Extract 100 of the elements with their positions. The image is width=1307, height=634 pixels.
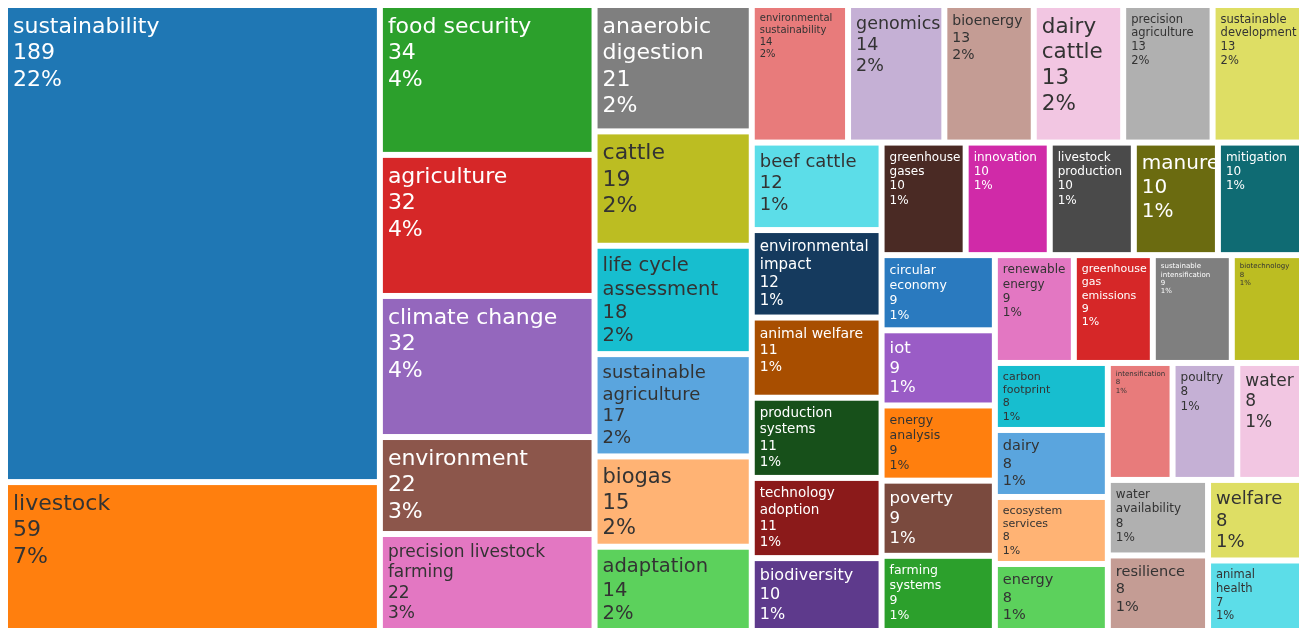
data-label: 18 <box>602 300 628 324</box>
category-label: manure <box>1141 149 1220 174</box>
data-label: 10 <box>889 178 905 193</box>
category-label: precision livestock farming <box>387 541 546 582</box>
data-label: 12 <box>759 171 783 193</box>
text: 1% <box>759 533 782 550</box>
data-label: 8 <box>1115 580 1126 597</box>
category-label: iot <box>889 337 912 357</box>
category-label: energy analysis <box>889 411 941 442</box>
category-label: greenhouse gases <box>889 149 961 178</box>
data-label: 9 <box>889 291 898 307</box>
data-label: 8 <box>1002 454 1013 471</box>
data-label: 8 <box>1180 384 1189 399</box>
data-label: 8 <box>1245 390 1257 411</box>
data-label: 9 <box>889 592 898 608</box>
data-label: 17 <box>602 404 626 426</box>
category-label: agriculture <box>387 162 508 188</box>
data-label: 8 <box>1216 508 1228 530</box>
category-label: poultry <box>1180 369 1224 384</box>
data-label: 13 <box>1131 39 1146 54</box>
category-label: anaerobic digestion <box>602 13 712 65</box>
data-label: 15 <box>602 489 630 514</box>
text: 1% <box>1216 530 1245 552</box>
category-label: livestock production <box>1057 149 1123 178</box>
data-label: 8 <box>1002 588 1013 605</box>
data-label: 22 <box>387 581 410 602</box>
text: 1% <box>973 178 993 193</box>
category-label: energy <box>1002 571 1054 588</box>
data-label: 10 <box>1141 173 1168 198</box>
data-label: 10 <box>1057 178 1074 193</box>
category-label: biodiversity <box>759 565 854 585</box>
text: 1% <box>1115 597 1139 614</box>
data-label: 9 <box>1002 290 1011 305</box>
category-label: animal health <box>1216 567 1256 595</box>
text: 1% <box>889 306 910 322</box>
text: 1% <box>1180 398 1200 413</box>
text: 2% <box>602 601 634 625</box>
category-label: sustainability <box>13 13 160 38</box>
category-label: ecosystem services <box>1002 503 1063 531</box>
category-label: biogas <box>602 464 672 489</box>
text: 2% <box>602 192 638 218</box>
data-label: 10 <box>759 584 781 604</box>
category-label: adaptation <box>602 554 709 578</box>
category-label: poverty <box>889 488 954 508</box>
text: 1% <box>1225 178 1245 193</box>
text: 1% <box>759 358 782 375</box>
text: 1% <box>889 607 910 623</box>
data-label: 7 <box>1216 594 1224 609</box>
data-label: 13 <box>952 28 971 45</box>
category-label: environmental impact <box>759 237 869 274</box>
data-label: 34 <box>387 39 416 65</box>
data-label: 9 <box>889 357 901 377</box>
data-label: 13 <box>1041 64 1070 90</box>
text: 2% <box>602 323 634 347</box>
text: 1% <box>1002 409 1021 423</box>
data-label: 8 <box>1002 396 1010 410</box>
text: 1% <box>1057 192 1077 207</box>
category-label: life cycle assessment <box>602 253 719 300</box>
data-label: 10 <box>1225 163 1242 178</box>
data-label: 59 <box>13 516 41 542</box>
data-label: 21 <box>602 65 631 91</box>
text: 4% <box>387 215 423 241</box>
data-label: 8 <box>1115 515 1124 530</box>
data-label: 9 <box>889 441 898 457</box>
category-label: sustainable development <box>1220 11 1297 40</box>
category-label: environmental sustainability <box>759 12 833 35</box>
text: 2% <box>1041 89 1076 115</box>
category-label: production systems <box>759 404 833 437</box>
text: 1% <box>1002 472 1026 489</box>
text: 1% <box>1245 410 1273 431</box>
category-label: cattle <box>602 139 666 165</box>
text: 2% <box>602 92 638 118</box>
data-label: 32 <box>387 330 416 356</box>
data-label: 189 <box>13 39 55 65</box>
category-label: mitigation <box>1225 149 1287 164</box>
data-label: 10 <box>973 163 989 178</box>
text: 1% <box>1216 608 1235 623</box>
data-label: 13 <box>1220 39 1236 54</box>
category-label: environment <box>387 445 529 471</box>
text: 4% <box>387 65 423 91</box>
text: 1% <box>759 291 784 310</box>
text: 1% <box>1002 543 1021 557</box>
text: 4% <box>387 356 423 382</box>
data-label: 19 <box>602 165 631 191</box>
text: 1% <box>759 452 782 469</box>
text: 2% <box>602 425 632 447</box>
category-label: sustainable agriculture <box>602 361 706 404</box>
text: 1% <box>1002 305 1022 320</box>
data-label: 32 <box>387 189 416 215</box>
text: 7% <box>13 542 48 568</box>
category-label: precision agriculture <box>1131 11 1194 40</box>
data-label: 9 <box>889 507 901 527</box>
category-label: water <box>1245 369 1294 390</box>
category-label: food security <box>387 13 532 38</box>
category-label: carbon footprint <box>1002 369 1052 397</box>
data-label: 9 <box>1081 301 1089 315</box>
data-label: 14 <box>602 577 628 601</box>
text: 1% <box>889 456 910 472</box>
text: 1% <box>759 603 786 623</box>
category-label: innovation <box>973 149 1037 164</box>
